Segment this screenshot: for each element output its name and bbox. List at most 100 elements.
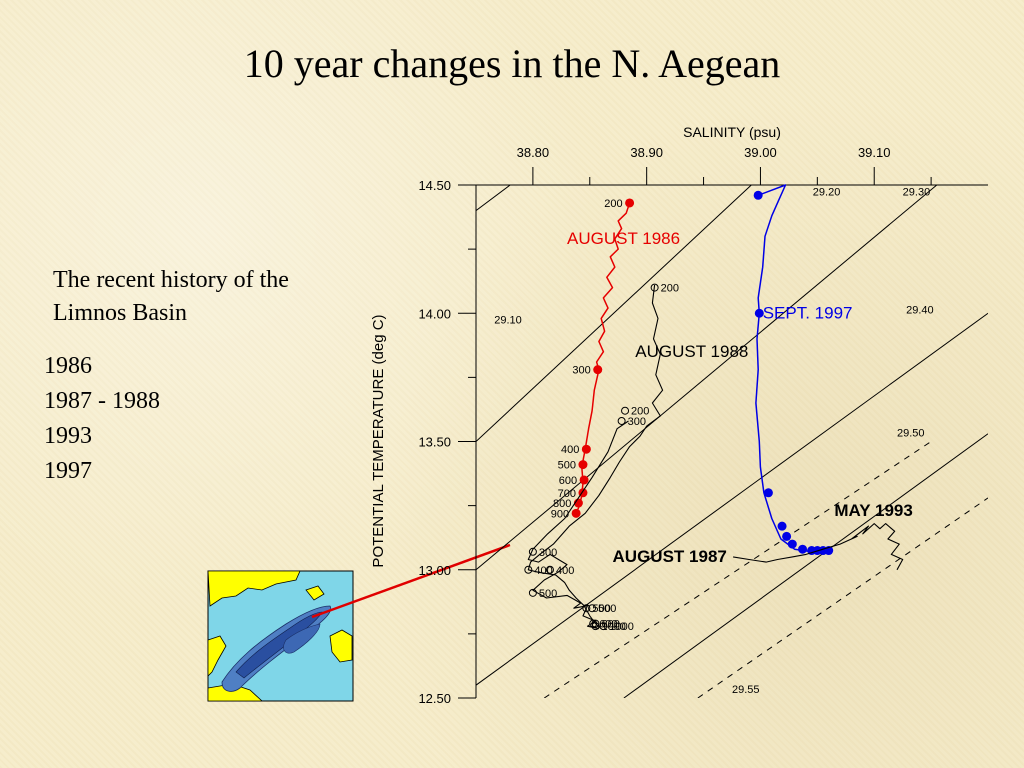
data-point (578, 460, 588, 470)
density-contour-29-20 (476, 185, 752, 442)
series-sept-1997: SEPT. 1997 (753, 184, 853, 556)
map-inset-islet (305, 585, 325, 601)
profile-line-may-1993 (733, 523, 904, 571)
depth-label: 900 (551, 508, 569, 520)
data-point (591, 622, 600, 631)
data-point (763, 488, 773, 498)
y-tick-label: 14.50 (418, 178, 451, 193)
depth-label: 500 (598, 603, 616, 615)
y-tick-label: 14.00 (418, 306, 451, 321)
year-item-1993: 1993 (44, 423, 92, 449)
y-tick-label: 12.50 (418, 691, 451, 706)
data-point (524, 565, 533, 574)
series-label-august-1986: AUGUST 1986 (567, 229, 680, 248)
map-inset-limnos-basin (283, 623, 321, 654)
depth-label: 200 (604, 198, 622, 210)
year-list: 1986 1987 - 1988 1993 1997 (44, 349, 160, 489)
depth-label: 400 (556, 565, 574, 577)
data-point (621, 406, 630, 415)
data-point (571, 508, 581, 518)
density-contour (697, 497, 988, 698)
x-axis-title: SALINITY (psu) (683, 124, 781, 140)
year-item-1986: 1986 (44, 353, 92, 379)
x-tick-label: 39.00 (744, 145, 777, 160)
data-point (588, 604, 597, 613)
depth-label: 400 (534, 565, 552, 577)
contour-label: 29.20 (813, 186, 841, 198)
depth-label: 1000 (601, 621, 625, 633)
density-contour-29-30 (476, 185, 938, 571)
x-tick-label: 38.80 (517, 145, 550, 160)
depth-label: 400 (561, 444, 579, 456)
density-contours (476, 185, 988, 698)
data-point (798, 544, 808, 554)
contour-label: 29.30 (903, 186, 931, 198)
depth-label: 700 (558, 488, 576, 500)
data-point (787, 539, 797, 549)
series-label-sept-1997: SEPT. 1997 (763, 303, 853, 322)
series-may-1993: MAY 1993 (733, 501, 913, 571)
year-item-1987-1988: 1987 - 1988 (44, 388, 160, 414)
y-tick-label: 13.50 (418, 435, 451, 450)
series-label-may-1993: MAY 1993 (834, 501, 912, 520)
plot-axes (475, 184, 988, 698)
depth-label: 600 (559, 475, 577, 487)
contour-label: 29.10 (494, 315, 522, 327)
density-contour-29-40 (476, 312, 988, 686)
depth-label: 500 (592, 603, 610, 615)
data-point (579, 475, 589, 485)
data-point (625, 198, 635, 208)
depth-label: 200 (631, 406, 649, 418)
data-point (753, 190, 763, 200)
map-inset (207, 570, 354, 702)
contour-label: 29.50 (897, 427, 925, 439)
depth-label: 300 (539, 547, 557, 559)
depth-label: 600 (601, 619, 619, 631)
depth-label: 200 (661, 283, 679, 295)
data-point (589, 619, 598, 628)
history-heading: The recent history of the Limnos Basin (53, 267, 289, 326)
y-axis-title: POTENTIAL TEMPERATURE (deg C) (370, 314, 387, 567)
depth-label: 300 (572, 365, 590, 377)
data-point (782, 531, 792, 541)
contour-label: 29.55 (732, 684, 760, 696)
data-point (545, 565, 554, 574)
series-label-august-1987: AUGUST 1987 (613, 547, 727, 566)
depth-label: 800 (553, 498, 571, 510)
density-contour-29-55 (543, 441, 932, 698)
data-point (582, 604, 591, 613)
density-contour-29-50 (623, 433, 988, 698)
contour-label: 29.40 (906, 304, 934, 316)
depth-label: 300 (628, 416, 646, 428)
axis-ticks: 38.80 38.90 39.00 39.10 14.50 14.00 13.50 13.00… (418, 145, 932, 706)
density-contour-29-10 (476, 185, 511, 212)
year-item-1997: 1997 (44, 458, 92, 484)
data-point (650, 283, 659, 292)
data-point (599, 622, 608, 631)
basin-pointer-line (311, 543, 511, 619)
data-point (754, 308, 764, 318)
profile-line-august-1988 (527, 284, 664, 630)
contour-labels: 29.10 29.20 29.30 29.40 29.50 29.55 (494, 186, 933, 696)
x-tick-label: 38.90 (630, 145, 663, 160)
map-inset-island (329, 629, 353, 663)
map-inset-land-north (207, 570, 301, 607)
data-point (593, 365, 603, 375)
series-label-august-1988: AUGUST 1988 (635, 342, 748, 361)
data-point (617, 416, 626, 425)
profile-line-august-1987 (527, 420, 629, 630)
data-point (777, 521, 787, 531)
data-point (528, 547, 537, 556)
x-tick-label: 39.10 (858, 145, 891, 160)
depth-label: 500 (558, 460, 576, 472)
y-tick-label: 13.00 (418, 563, 451, 578)
map-inset-deep-basin (235, 611, 323, 679)
depth-label: 1000 (609, 621, 633, 633)
depth-label: 600 (599, 619, 617, 631)
data-point (581, 444, 591, 454)
